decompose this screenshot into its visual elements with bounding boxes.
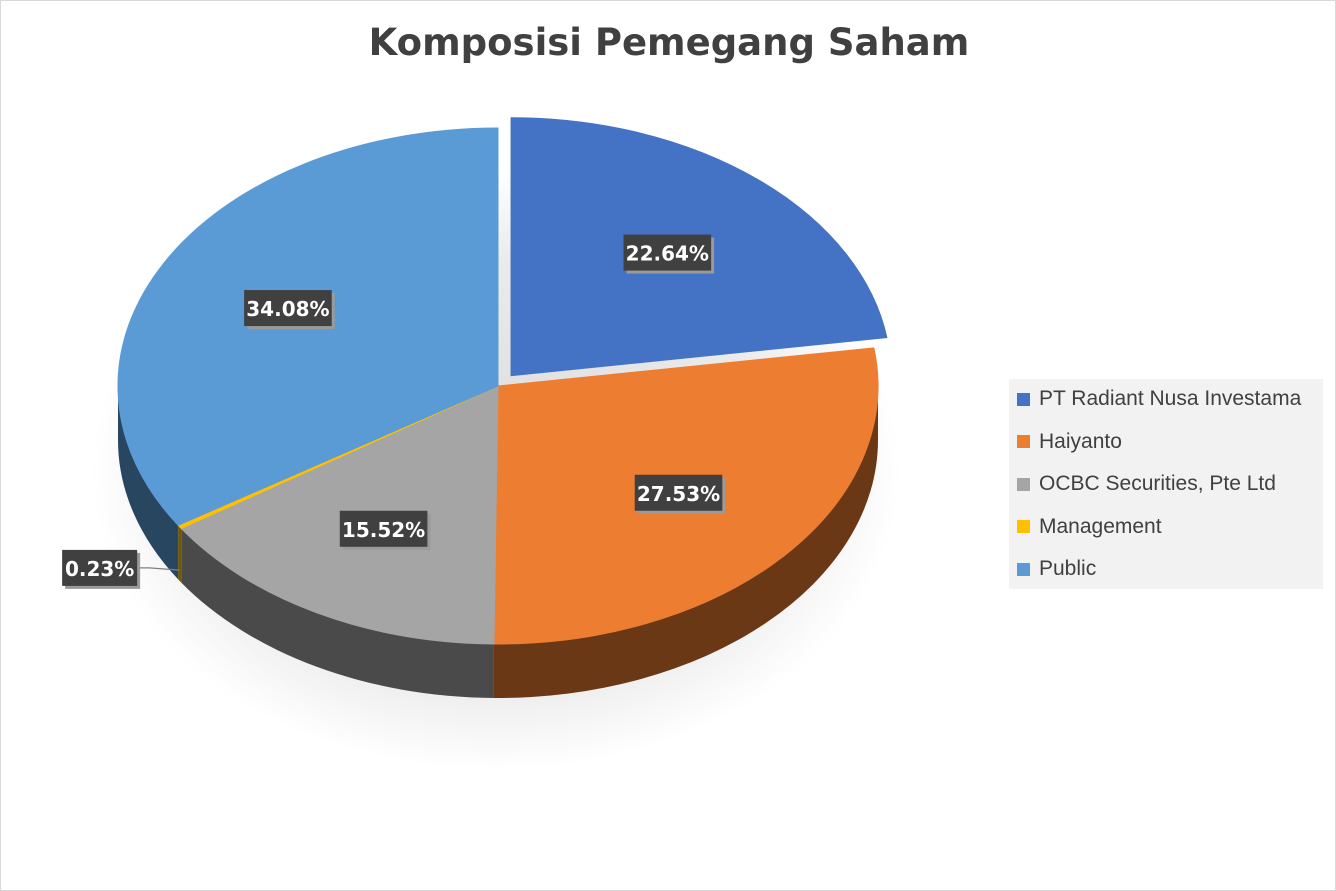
chart-title: Komposisi Pemegang Saham [368, 21, 970, 64]
pie-slice[interactable] [180, 385, 499, 645]
data-label: 34.08% [246, 297, 329, 321]
pie-slice-side [181, 528, 494, 698]
data-label-box [634, 474, 723, 511]
data-label: 22.64% [626, 242, 709, 266]
data-label: 27.53% [637, 482, 720, 506]
data-label-leader [137, 567, 180, 571]
legend-swatch [1017, 562, 1030, 576]
legend-swatch [1017, 520, 1030, 533]
legend-item[interactable]: PT Radiant Nusa Investama [1017, 384, 1301, 414]
pie-slice-side [118, 386, 179, 580]
legend-label: Management [1039, 514, 1162, 538]
legend-item[interactable]: Management [1017, 512, 1162, 542]
data-label-box [62, 549, 138, 586]
data-label: 0.23% [65, 557, 134, 581]
legend-label: PT Radiant Nusa Investama [1039, 387, 1302, 410]
data-label: 15.52% [342, 518, 425, 542]
pie-slice-side [178, 525, 182, 583]
legend-swatch [1017, 477, 1030, 491]
legend-label: Public [1039, 557, 1097, 580]
legend-item[interactable]: Public [1017, 554, 1096, 584]
data-label-box [623, 234, 712, 271]
data-label-box [244, 290, 332, 327]
legend-item[interactable]: OCBC Securities, Pte Ltd [1017, 469, 1276, 499]
legend-item[interactable]: Haiyanto [1017, 427, 1122, 457]
legend-label: Haiyanto [1039, 429, 1122, 453]
legend-swatch [1017, 435, 1030, 448]
legend-swatch [1017, 392, 1030, 406]
data-label-box [339, 510, 428, 547]
legend-label: OCBC Securities, Pte Ltd [1039, 472, 1276, 495]
legend: PT Radiant Nusa Investama Haiyanto OCBC Se… [1009, 379, 1323, 589]
